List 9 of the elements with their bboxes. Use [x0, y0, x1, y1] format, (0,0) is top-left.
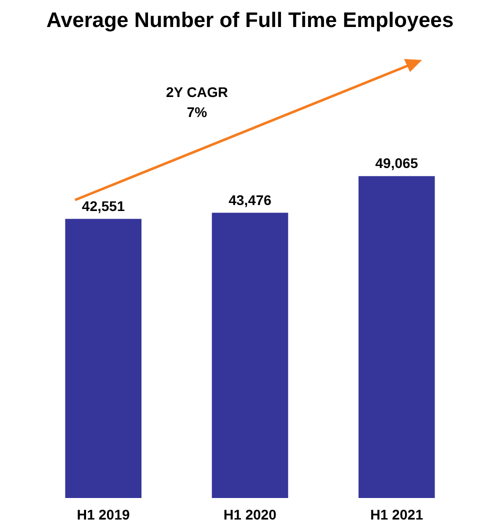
data-label: 49,065 — [375, 155, 418, 172]
x-tick-label: H1 2019 — [76, 506, 130, 520]
text: 7% — [186, 104, 208, 120]
data-label: 43,476 — [228, 192, 272, 208]
chart-title: Average Number of Full Time Employees — [46, 9, 454, 32]
data-label: 42,551 — [82, 198, 125, 214]
text: 2Y CAGR — [165, 84, 229, 100]
x-tick-label: H1 2020 — [224, 506, 277, 520]
x-tick-label: H1 2021 — [370, 506, 424, 520]
